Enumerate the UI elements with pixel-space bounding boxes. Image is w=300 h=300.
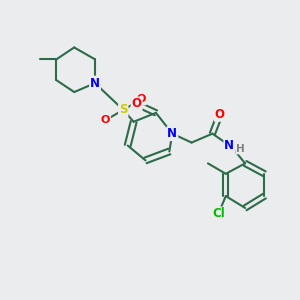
Text: Cl: Cl — [212, 207, 225, 220]
Text: N: N — [167, 127, 177, 140]
Text: O: O — [101, 115, 110, 125]
Text: N: N — [224, 139, 234, 152]
Text: O: O — [132, 98, 142, 110]
Text: N: N — [90, 76, 100, 90]
Text: O: O — [136, 94, 146, 104]
Text: H: H — [236, 143, 245, 154]
Text: O: O — [215, 108, 225, 121]
Text: S: S — [119, 103, 128, 116]
